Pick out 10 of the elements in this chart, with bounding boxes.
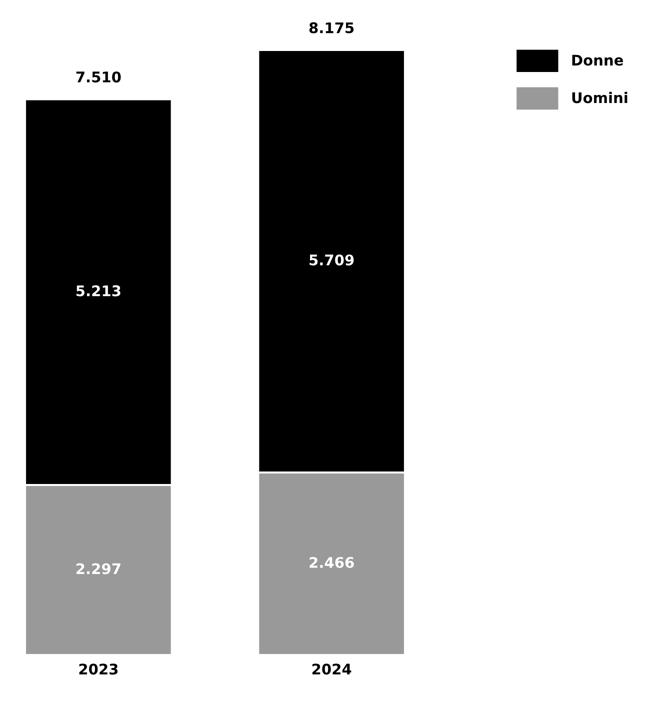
legend-label: Donne: [572, 54, 624, 66]
data-label: 2.297: [76, 563, 120, 574]
x-tick-label: 2023: [79, 664, 118, 675]
x-tick-label: 2024: [312, 664, 352, 675]
total-label: 8.175: [309, 22, 354, 34]
data-label: 5.213: [76, 285, 120, 296]
total-label: 7.510: [76, 71, 121, 82]
data-label: 5.709: [310, 254, 354, 266]
legend-label: Uomini: [572, 92, 628, 104]
data-label: 2.466: [310, 556, 354, 568]
